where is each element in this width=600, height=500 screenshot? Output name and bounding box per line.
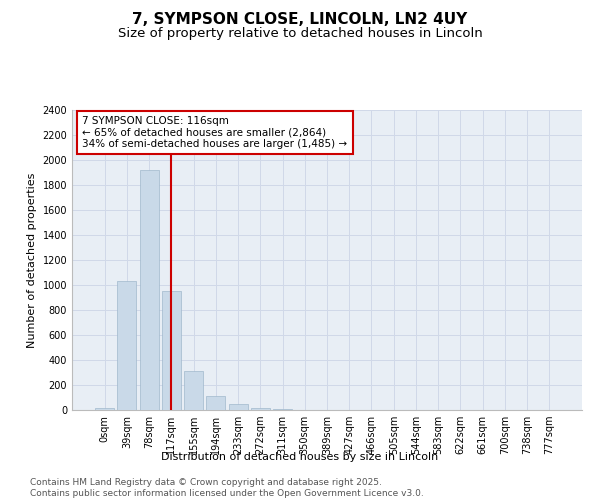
Text: Distribution of detached houses by size in Lincoln: Distribution of detached houses by size …: [161, 452, 439, 462]
Bar: [140, 170, 158, 410]
Text: Size of property relative to detached houses in Lincoln: Size of property relative to detached ho…: [118, 28, 482, 40]
Bar: [184, 371, 203, 410]
Bar: [206, 396, 225, 410]
Text: Contains HM Land Registry data © Crown copyright and database right 2025.
Contai: Contains HM Land Registry data © Crown c…: [30, 478, 424, 498]
Bar: [162, 291, 181, 410]
Bar: [273, 409, 292, 410]
Bar: [251, 408, 270, 410]
Bar: [95, 408, 114, 410]
Text: 7 SYMPSON CLOSE: 116sqm
← 65% of detached houses are smaller (2,864)
34% of semi: 7 SYMPSON CLOSE: 116sqm ← 65% of detache…: [82, 116, 347, 149]
Bar: [229, 404, 248, 410]
Y-axis label: Number of detached properties: Number of detached properties: [27, 172, 37, 348]
Bar: [118, 281, 136, 410]
Text: 7, SYMPSON CLOSE, LINCOLN, LN2 4UY: 7, SYMPSON CLOSE, LINCOLN, LN2 4UY: [133, 12, 467, 28]
